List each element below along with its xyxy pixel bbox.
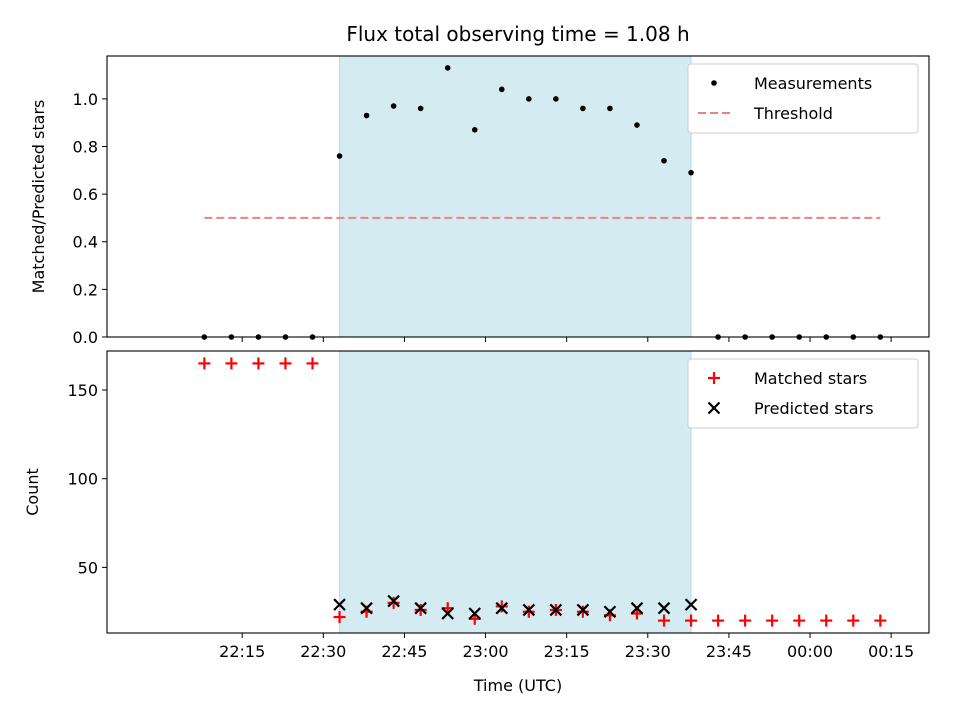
measurement-point xyxy=(417,105,424,112)
x-tick-label: 00:15 xyxy=(868,642,914,661)
count-marks xyxy=(198,357,887,627)
bottom-y-ticks: 50 100 150 xyxy=(67,381,107,577)
matched-star-point xyxy=(252,357,265,370)
y-tick-label: 0.6 xyxy=(73,185,98,204)
chart-title: Flux total observing time = 1.08 h xyxy=(346,22,689,46)
top-axes-frame xyxy=(106,55,930,338)
measurement-point xyxy=(607,105,613,112)
bottom-legend: Matched stars Predicted stars xyxy=(687,358,919,429)
measurement-point xyxy=(471,127,478,133)
matched-star-point xyxy=(198,357,211,370)
legend-label: Predicted stars xyxy=(754,399,874,418)
matched-star-point xyxy=(766,614,779,627)
y-tick-label: 0.4 xyxy=(73,233,98,252)
ratio-panel: 0.0 0.2 0.4 0.6 0.8 1.0 Matched/Predicted sta… xyxy=(29,55,930,347)
x-axis-label: Time (UTC) xyxy=(473,676,562,695)
measurement-point xyxy=(688,169,694,176)
top-x-ticks xyxy=(241,337,892,342)
predicted-star-point xyxy=(684,598,698,611)
x-tick-label: 23:45 xyxy=(706,642,752,661)
matched-star-point xyxy=(874,614,887,627)
matched-star-point xyxy=(414,603,427,616)
legend-label: Measurements xyxy=(754,74,872,93)
x-tick-label: 23:00 xyxy=(462,642,508,661)
matched-star-point xyxy=(495,600,508,613)
matched-star-point xyxy=(739,614,752,627)
measurement-point xyxy=(661,157,667,164)
observing-window-top xyxy=(339,55,692,338)
legend-swatch xyxy=(711,80,717,86)
matched-star-point xyxy=(658,614,671,627)
x-tick-label: 00:00 xyxy=(787,642,833,661)
legend-swatch xyxy=(707,401,721,415)
measurement-point xyxy=(580,105,586,112)
predicted-star-point xyxy=(468,607,482,620)
bottom-axes-frame xyxy=(106,350,930,634)
predicted-star-point xyxy=(360,601,373,615)
count-panel: 22:15 22:30 22:45 23:00 23:15 23:30 23:45 00:00… xyxy=(23,350,930,661)
legend-label: Threshold xyxy=(753,104,833,123)
predicted-star-point xyxy=(522,603,536,617)
legend-label: Matched stars xyxy=(754,369,867,388)
legend-swatch xyxy=(708,372,720,384)
matched-star-point xyxy=(793,614,806,627)
y-tick-label: 50 xyxy=(78,558,98,577)
y-tick-label: 0.0 xyxy=(73,328,98,347)
matched-star-point xyxy=(333,611,346,624)
matched-star-point xyxy=(685,614,698,627)
predicted-star-point xyxy=(576,603,590,617)
predicted-star-point xyxy=(657,601,671,615)
top-legend: Measurements Threshold xyxy=(687,63,919,134)
predicted-star-point xyxy=(441,607,454,620)
measurement-point xyxy=(336,153,343,159)
y-tick-label: 0.8 xyxy=(73,137,98,156)
measurement-point xyxy=(526,96,532,102)
observing-window-bottom xyxy=(339,350,692,634)
x-tick-label: 22:45 xyxy=(381,642,427,661)
legend-box xyxy=(687,358,919,429)
matched-star-point xyxy=(306,357,319,370)
predicted-star-point xyxy=(333,598,346,611)
predicted-star-point xyxy=(387,594,400,608)
y-tick-label: 0.2 xyxy=(73,280,98,299)
top-y-ticks: 0.0 0.2 0.4 0.6 0.8 1.0 xyxy=(73,90,107,347)
matched-star-point xyxy=(225,357,238,370)
predicted-star-point xyxy=(414,601,427,615)
matched-star-point xyxy=(387,596,400,609)
measurement-point xyxy=(363,112,370,119)
legend-box xyxy=(687,63,919,134)
matched-star-point xyxy=(847,614,860,627)
top-y-axis-label: Matched/Predicted stars xyxy=(29,100,48,294)
y-tick-label: 1.0 xyxy=(73,90,98,109)
bottom-x-ticks: 22:15 22:30 22:45 23:00 23:15 23:30 23:45 00:00… xyxy=(219,633,914,661)
measurement-point xyxy=(498,86,505,93)
x-tick-label: 22:30 xyxy=(300,642,346,661)
predicted-star-point xyxy=(603,605,617,618)
measurement-point xyxy=(390,103,397,109)
matched-star-point xyxy=(820,614,833,627)
matched-star-point xyxy=(712,614,725,627)
predicted-star-point xyxy=(549,603,563,617)
predicted-star-point xyxy=(495,601,509,615)
x-tick-label: 23:15 xyxy=(544,642,590,661)
measurement-point xyxy=(553,96,559,102)
matched-star-point xyxy=(522,605,535,618)
matched-star-point xyxy=(279,357,292,370)
x-tick-label: 22:15 xyxy=(219,642,265,661)
predicted-star-point xyxy=(630,601,644,615)
matched-star-point xyxy=(576,605,589,618)
x-tick-label: 23:30 xyxy=(625,642,671,661)
measurement-point xyxy=(634,122,640,128)
bottom-y-axis-label: Count xyxy=(23,468,42,516)
measurement-point xyxy=(444,65,451,71)
y-tick-label: 150 xyxy=(67,381,98,400)
y-tick-label: 100 xyxy=(67,470,98,489)
